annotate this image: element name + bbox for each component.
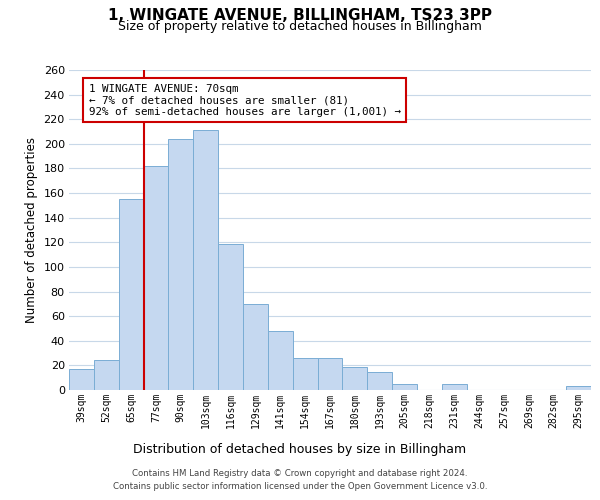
Bar bbox=[442, 384, 467, 390]
Bar bbox=[268, 331, 293, 390]
Bar bbox=[367, 372, 392, 390]
Bar bbox=[119, 199, 143, 390]
Bar bbox=[218, 244, 243, 390]
Bar bbox=[143, 166, 169, 390]
Text: 1 WINGATE AVENUE: 70sqm
← 7% of detached houses are smaller (81)
92% of semi-det: 1 WINGATE AVENUE: 70sqm ← 7% of detached… bbox=[89, 84, 401, 116]
Bar bbox=[94, 360, 119, 390]
Text: Distribution of detached houses by size in Billingham: Distribution of detached houses by size … bbox=[133, 442, 467, 456]
Bar bbox=[566, 386, 591, 390]
Text: Contains public sector information licensed under the Open Government Licence v3: Contains public sector information licen… bbox=[113, 482, 487, 491]
Text: Size of property relative to detached houses in Billingham: Size of property relative to detached ho… bbox=[118, 20, 482, 33]
Bar bbox=[169, 139, 193, 390]
Bar bbox=[392, 384, 417, 390]
Bar bbox=[69, 369, 94, 390]
Bar bbox=[317, 358, 343, 390]
Bar bbox=[193, 130, 218, 390]
Bar bbox=[293, 358, 317, 390]
Bar bbox=[243, 304, 268, 390]
Text: 1, WINGATE AVENUE, BILLINGHAM, TS23 3PP: 1, WINGATE AVENUE, BILLINGHAM, TS23 3PP bbox=[108, 8, 492, 22]
Bar bbox=[343, 366, 367, 390]
Text: Contains HM Land Registry data © Crown copyright and database right 2024.: Contains HM Land Registry data © Crown c… bbox=[132, 468, 468, 477]
Y-axis label: Number of detached properties: Number of detached properties bbox=[25, 137, 38, 323]
